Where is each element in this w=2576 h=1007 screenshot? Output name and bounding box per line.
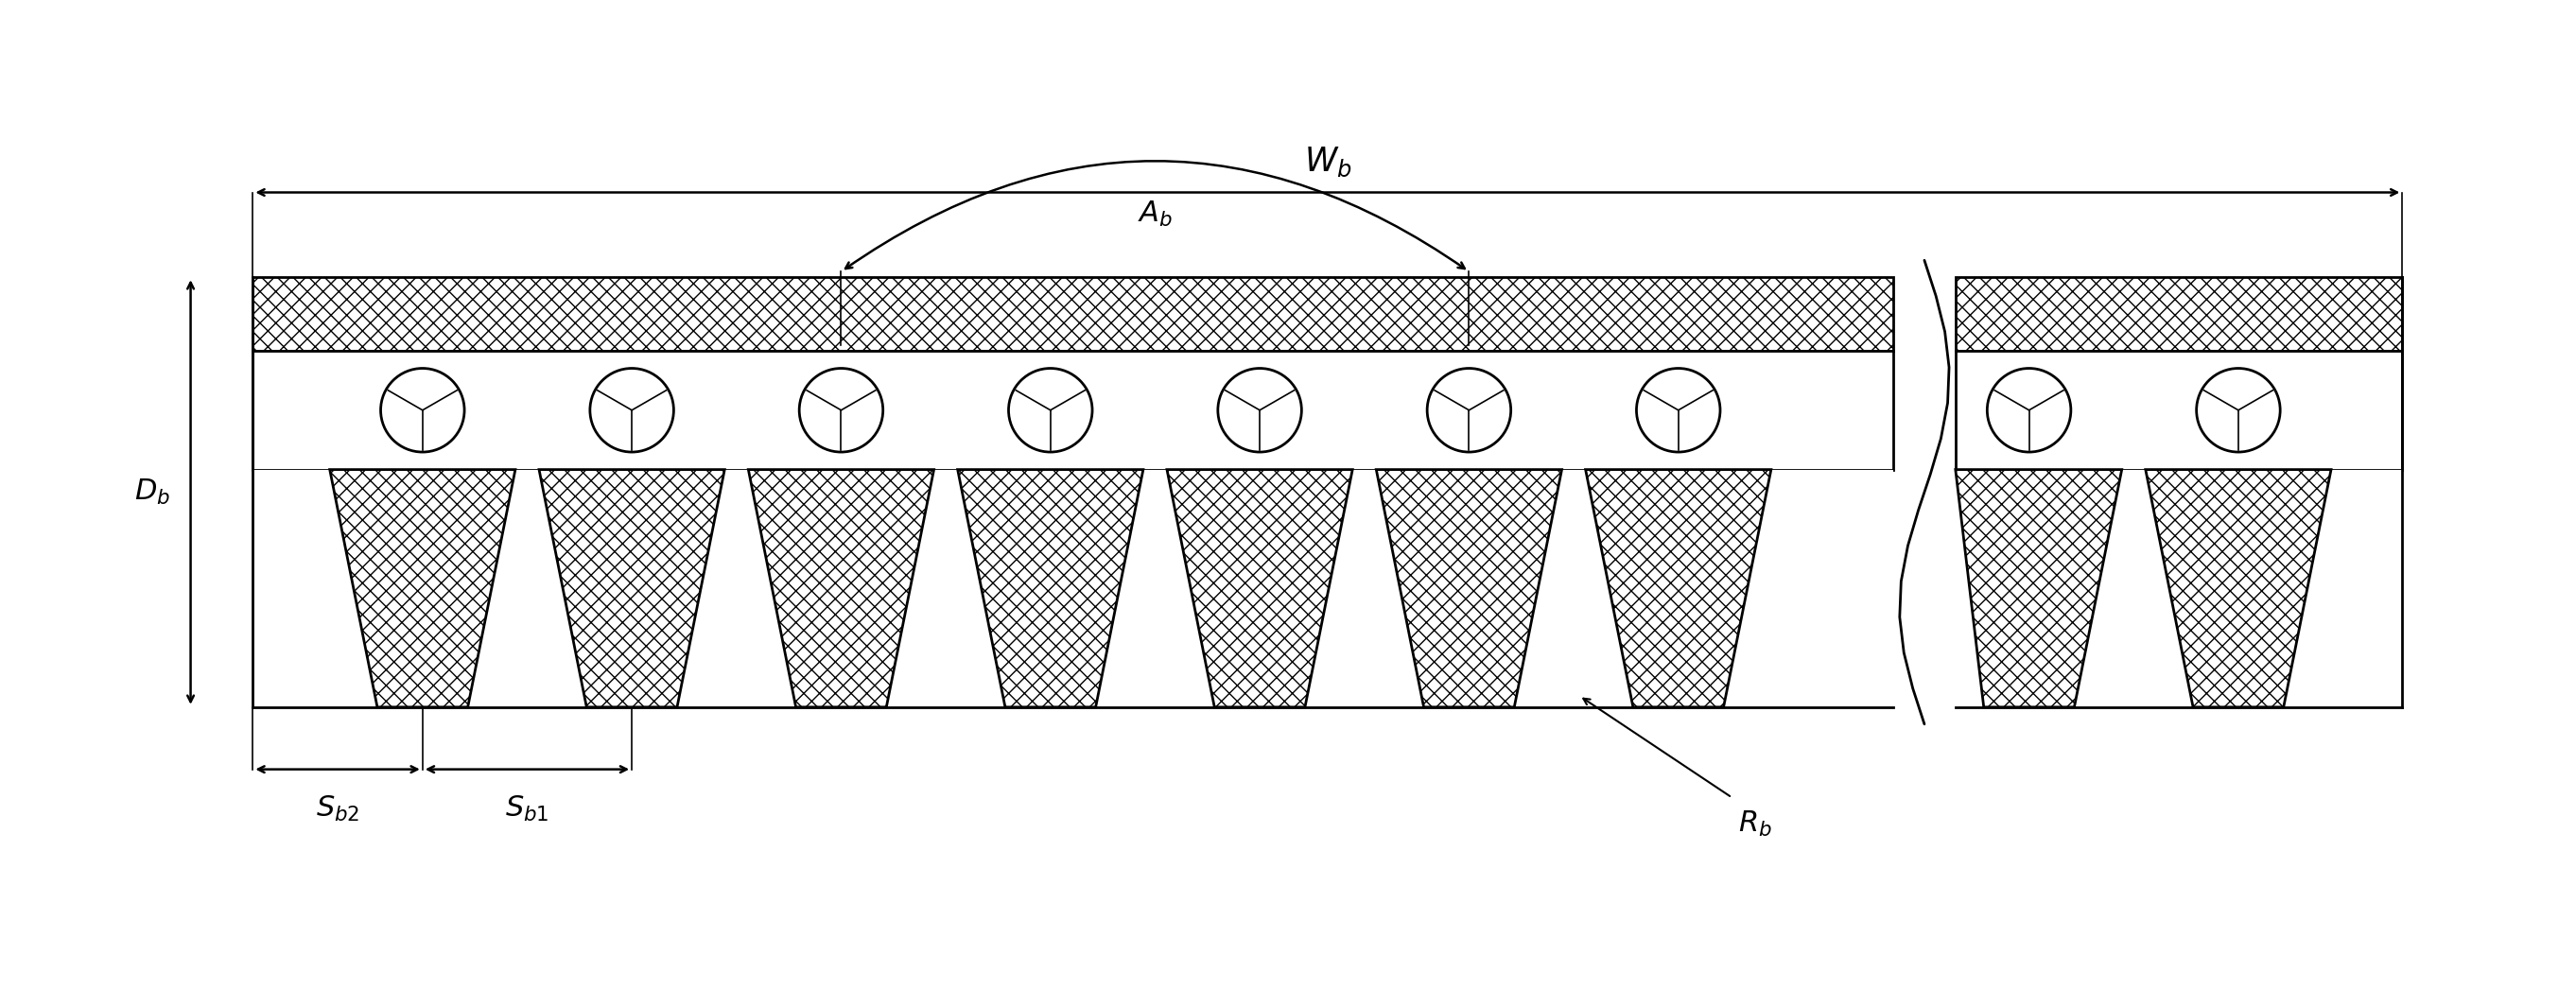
Polygon shape — [1955, 350, 2403, 469]
Ellipse shape — [1010, 369, 1092, 452]
Polygon shape — [1167, 469, 1352, 707]
Text: $D_b$: $D_b$ — [134, 477, 170, 507]
Polygon shape — [958, 469, 1144, 707]
Text: $W_b$: $W_b$ — [1303, 145, 1352, 179]
Polygon shape — [1955, 277, 2403, 350]
Polygon shape — [1587, 469, 1772, 707]
Polygon shape — [252, 469, 1893, 707]
Ellipse shape — [1986, 369, 2071, 452]
Polygon shape — [252, 350, 1893, 469]
Polygon shape — [538, 469, 724, 707]
Ellipse shape — [1636, 369, 1721, 452]
Ellipse shape — [381, 369, 464, 452]
Text: $S_{b1}$: $S_{b1}$ — [505, 795, 549, 824]
Polygon shape — [1955, 469, 2123, 707]
Text: $A_b$: $A_b$ — [1139, 199, 1172, 229]
Ellipse shape — [590, 369, 675, 452]
Polygon shape — [1376, 469, 1561, 707]
Text: $R_b$: $R_b$ — [1739, 809, 1772, 838]
Text: $S_{b2}$: $S_{b2}$ — [317, 795, 361, 824]
Ellipse shape — [2197, 369, 2280, 452]
Ellipse shape — [1427, 369, 1512, 452]
Polygon shape — [330, 469, 515, 707]
Ellipse shape — [799, 369, 884, 452]
Polygon shape — [2146, 469, 2331, 707]
Polygon shape — [750, 469, 935, 707]
Polygon shape — [252, 277, 1893, 350]
Polygon shape — [1955, 469, 2403, 707]
Ellipse shape — [1218, 369, 1301, 452]
